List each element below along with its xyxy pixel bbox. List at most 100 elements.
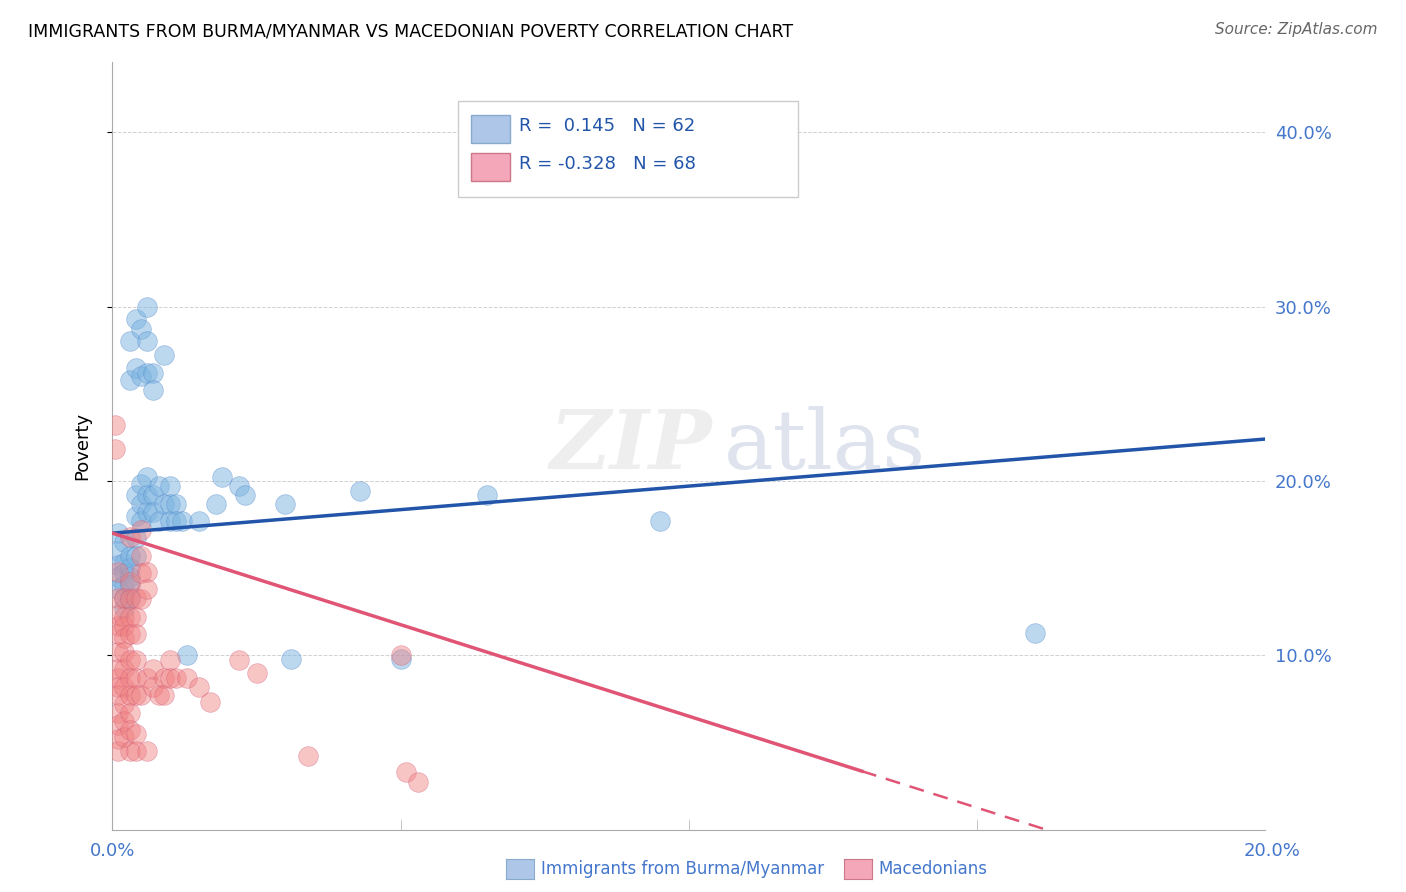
Point	[136, 334, 159, 349]
Point	[200, 695, 222, 709]
Text: 0.0%: 0.0%	[90, 842, 135, 860]
Point	[136, 582, 159, 596]
Point	[136, 488, 159, 502]
Point	[118, 723, 141, 738]
Point	[112, 631, 135, 645]
Text: Immigrants from Burma/Myanmar: Immigrants from Burma/Myanmar	[541, 860, 824, 878]
Point	[118, 570, 141, 584]
Point	[124, 653, 146, 667]
Point	[1024, 625, 1046, 640]
Point	[112, 645, 135, 659]
Point	[274, 496, 297, 510]
Point	[136, 671, 159, 685]
Y-axis label: Poverty: Poverty	[73, 412, 91, 480]
Point	[112, 556, 135, 570]
Point	[136, 744, 159, 758]
Point	[129, 514, 153, 528]
Point	[112, 697, 135, 711]
Point	[118, 610, 141, 624]
Point	[233, 488, 256, 502]
Point	[124, 508, 146, 523]
Point	[136, 565, 159, 579]
Point	[148, 479, 170, 493]
Point	[129, 369, 153, 384]
Point	[107, 582, 129, 596]
Point	[124, 726, 146, 740]
Point	[112, 730, 135, 744]
Point	[112, 662, 135, 676]
Point	[112, 714, 135, 729]
Point	[107, 565, 129, 579]
Point	[153, 348, 176, 362]
Point	[148, 689, 170, 703]
Point	[159, 671, 181, 685]
Point	[124, 610, 146, 624]
Point	[129, 322, 153, 336]
Point	[112, 578, 135, 592]
Point	[349, 484, 371, 499]
Point	[112, 591, 135, 605]
Point	[389, 648, 412, 663]
Point	[142, 488, 165, 502]
Text: R =  0.145   N = 62: R = 0.145 N = 62	[519, 117, 696, 135]
Point	[165, 514, 187, 528]
Point	[170, 514, 193, 528]
Point	[124, 627, 146, 641]
Point	[118, 592, 141, 607]
Point	[107, 731, 129, 746]
Point	[159, 514, 181, 528]
Point	[246, 665, 269, 680]
Point	[142, 383, 165, 397]
Point	[107, 718, 129, 732]
Point	[153, 496, 176, 510]
Point	[129, 496, 153, 510]
Point	[107, 689, 129, 703]
Point	[153, 689, 176, 703]
Point	[142, 366, 165, 380]
Point	[118, 671, 141, 685]
Point	[104, 442, 127, 457]
Point	[118, 530, 141, 544]
Point	[165, 496, 187, 510]
Point	[205, 496, 228, 510]
Point	[142, 505, 165, 519]
Point	[118, 689, 141, 703]
Point	[112, 680, 135, 694]
Point	[124, 360, 146, 375]
Point	[118, 706, 141, 720]
Point	[176, 648, 198, 663]
Point	[107, 526, 129, 541]
FancyBboxPatch shape	[471, 153, 510, 181]
Point	[107, 662, 129, 676]
Point	[118, 549, 141, 563]
Point	[124, 488, 146, 502]
Point	[118, 744, 141, 758]
Point	[395, 765, 418, 780]
Point	[107, 591, 129, 605]
Point	[124, 532, 146, 546]
Point	[142, 680, 165, 694]
Point	[280, 651, 302, 665]
Point	[118, 373, 141, 387]
Point	[112, 591, 135, 605]
Point	[159, 479, 181, 493]
Point	[112, 601, 135, 615]
Point	[136, 366, 159, 380]
Point	[188, 514, 211, 528]
Point	[136, 505, 159, 519]
Point	[188, 680, 211, 694]
Point	[153, 671, 176, 685]
Point	[129, 592, 153, 607]
Point	[165, 671, 187, 685]
Point	[148, 514, 170, 528]
Point	[107, 543, 129, 558]
Point	[406, 775, 429, 789]
Text: IMMIGRANTS FROM BURMA/MYANMAR VS MACEDONIAN POVERTY CORRELATION CHART: IMMIGRANTS FROM BURMA/MYANMAR VS MACEDON…	[28, 22, 793, 40]
Point	[104, 418, 127, 433]
Point	[118, 561, 141, 575]
Point	[118, 334, 141, 349]
Point	[124, 744, 146, 758]
Point	[124, 671, 146, 685]
Point	[124, 549, 146, 563]
Point	[118, 578, 141, 592]
